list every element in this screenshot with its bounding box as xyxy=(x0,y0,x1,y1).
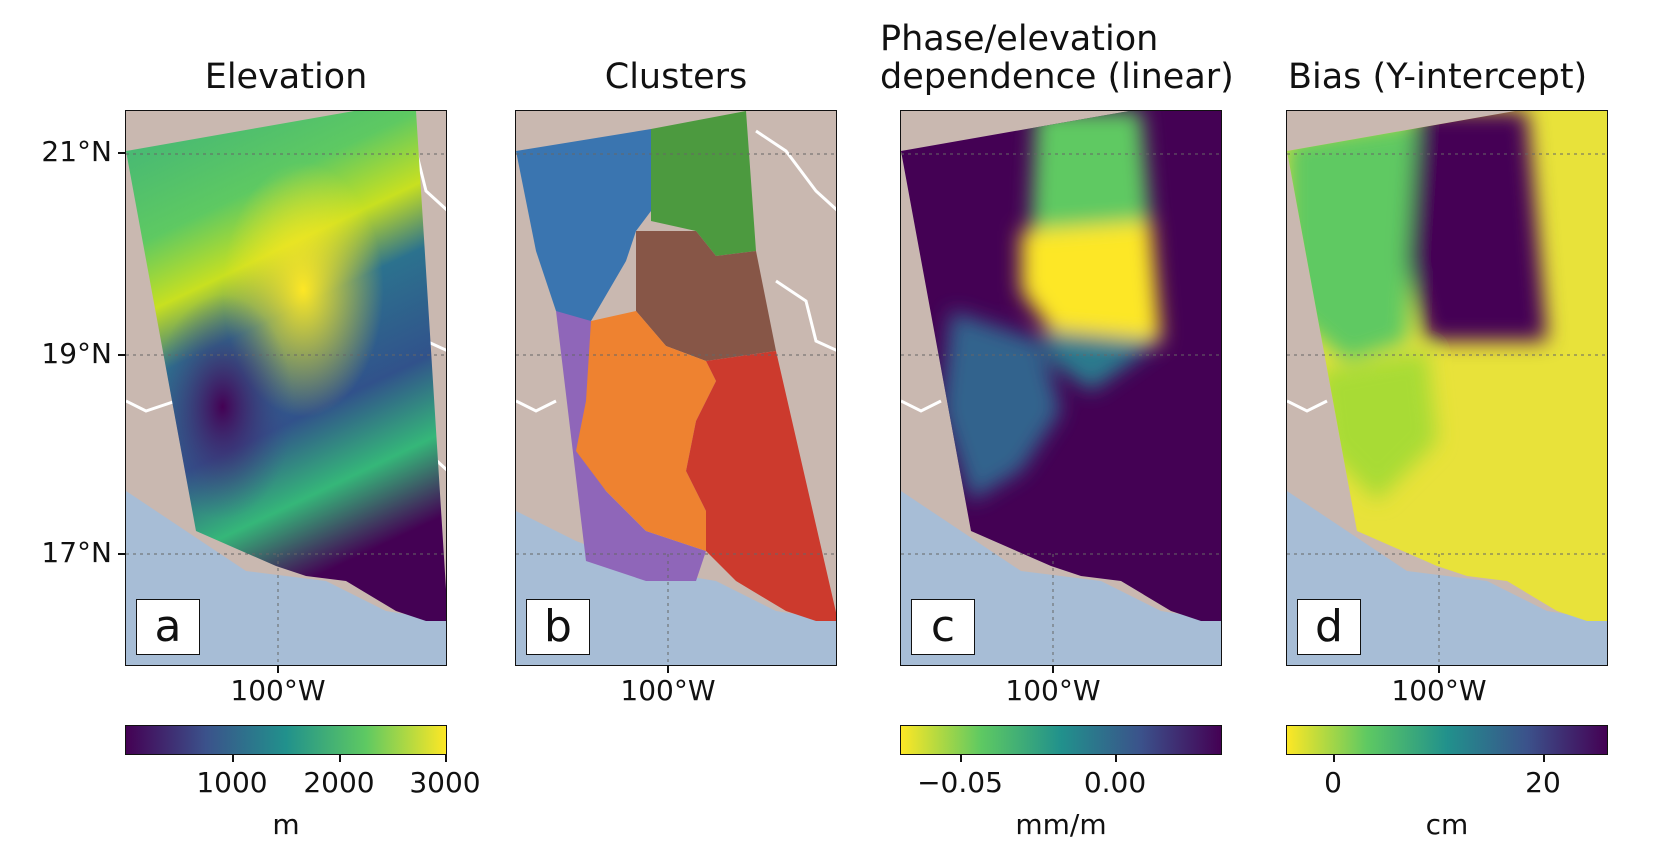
colorbar-bias-tick-0: 0 xyxy=(1324,766,1342,799)
ytick-mark xyxy=(118,553,125,555)
colorbar-tick xyxy=(1115,755,1117,762)
title-bias: Bias (Y-intercept) xyxy=(1288,57,1588,97)
map-panel-bias: d xyxy=(1286,110,1608,666)
xtick-label-d: 100°W xyxy=(1391,674,1487,707)
colorbar-bias-unit: cm xyxy=(1425,808,1469,841)
xtick-mark xyxy=(1438,666,1440,673)
colorbar-bias-tick-20: 20 xyxy=(1525,766,1561,799)
title-line-1: Phase/elevation xyxy=(880,19,1159,59)
colorbar-tick xyxy=(339,755,341,762)
panel-letter-d: d xyxy=(1297,599,1361,655)
bias-map xyxy=(1287,111,1607,665)
colorbar-tick xyxy=(1543,755,1545,762)
ytick-21n: 21°N xyxy=(41,135,112,168)
ytick-19n: 19°N xyxy=(41,337,112,370)
xtick-mark xyxy=(1052,666,1054,673)
ytick-mark xyxy=(118,354,125,356)
colorbar-phase-tick-neg005: −0.05 xyxy=(917,766,1003,799)
title-line-2: dependence (linear) xyxy=(880,57,1234,97)
colorbar-elevation-tick-3000: 3000 xyxy=(409,766,481,799)
map-panel-phase-elevation: c xyxy=(900,110,1222,666)
title-phase-elevation: Phase/elevation dependence (linear) xyxy=(880,20,1260,96)
title-elevation: Elevation xyxy=(204,57,368,97)
panel-letter-b: b xyxy=(526,599,590,655)
panel-letter-a: a xyxy=(136,599,200,655)
ytick-17n: 17°N xyxy=(41,536,112,569)
ytick-mark xyxy=(118,152,125,154)
phase-elevation-map xyxy=(901,111,1221,665)
colorbar-tick xyxy=(960,755,962,762)
map-panel-elevation: a xyxy=(125,110,447,666)
xtick-mark xyxy=(277,666,279,673)
colorbar-phase-tick-000: 0.00 xyxy=(1083,766,1147,799)
colorbar-phase-unit: mm/m xyxy=(1015,808,1107,841)
colorbar-elevation-tick-2000: 2000 xyxy=(303,766,375,799)
colorbar-elevation xyxy=(125,725,447,755)
colorbar-tick xyxy=(445,755,447,762)
xtick-label-a: 100°W xyxy=(230,674,326,707)
panel-letter-c: c xyxy=(911,599,975,655)
colorbar-bias xyxy=(1286,725,1608,755)
xtick-mark xyxy=(667,666,669,673)
colorbar-tick xyxy=(1333,755,1335,762)
xtick-label-c: 100°W xyxy=(1005,674,1101,707)
map-panel-clusters: b xyxy=(515,110,837,666)
colorbar-elevation-unit: m xyxy=(272,808,300,841)
xtick-label-b: 100°W xyxy=(620,674,716,707)
colorbar-tick xyxy=(232,755,234,762)
colorbar-elevation-tick-1000: 1000 xyxy=(196,766,268,799)
title-clusters: Clusters xyxy=(604,57,748,97)
colorbar-phase-elevation xyxy=(900,725,1222,755)
elevation-map xyxy=(126,111,446,665)
clusters-map xyxy=(516,111,836,665)
